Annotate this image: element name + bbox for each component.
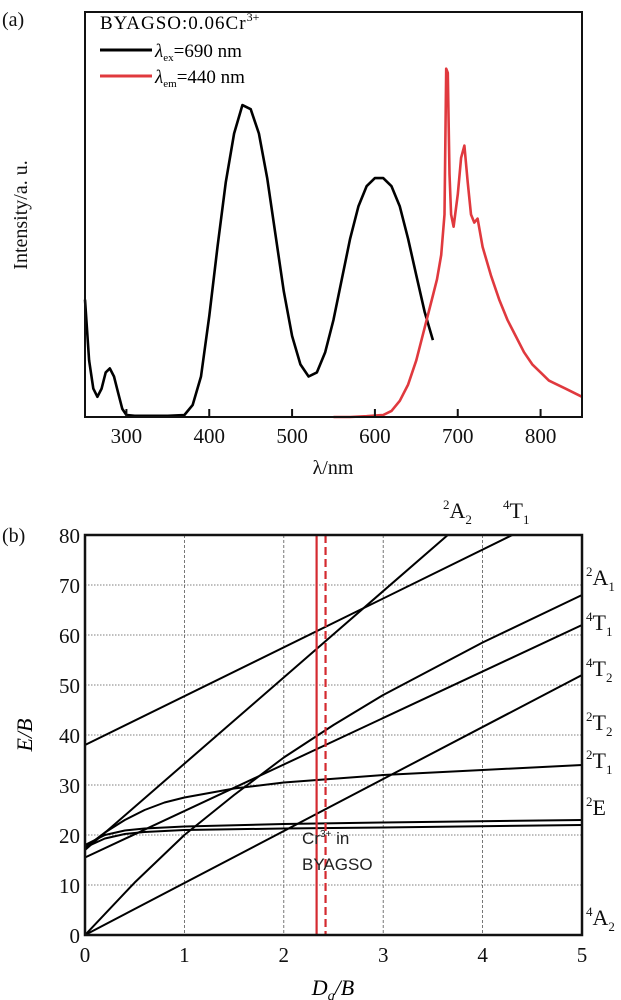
panel-b-markers (315, 535, 327, 935)
y-tick-label: 20 (59, 824, 80, 848)
panel-b-series (84, 534, 583, 936)
panel-a-frame (84, 11, 583, 418)
state-label: 4T1 (503, 497, 529, 527)
y-tick-label: 50 (59, 674, 80, 698)
annotation-line1: Cr3+ in (302, 829, 349, 848)
x-tick-label: 4 (477, 943, 488, 967)
x-tick-label: 600 (359, 424, 391, 448)
y-tick-label: 30 (59, 774, 80, 798)
panel-a-series (83, 67, 583, 419)
panel-a-label: (a) (2, 9, 24, 31)
energy-level-curve (84, 824, 583, 849)
y-tick-label: 80 (59, 524, 80, 548)
state-label: 2A1 (586, 564, 615, 594)
y-tick-label: 40 (59, 724, 80, 748)
energy-level-curve (84, 534, 449, 851)
x-tick-label: 1 (179, 943, 190, 967)
panel-b-grid (85, 535, 582, 935)
state-label: 4A2 (586, 904, 615, 934)
state-label: 2T2 (586, 709, 612, 739)
excitation-spectrum-line (83, 103, 435, 418)
legend-title: BYAGSO:0.06Cr3+ (100, 10, 260, 34)
panel-a-x-label: λ/nm (313, 457, 354, 479)
annotation-line2: BYAGSO (302, 855, 373, 874)
state-labels: 2A1 4T1 4T2 2T2 2T1 2E 4A2 2A2 4T1 (443, 497, 615, 934)
x-tick-label: 5 (577, 943, 588, 967)
x-tick-label: 800 (525, 424, 557, 448)
legend-entry-emission: λem=440 nm (154, 67, 245, 90)
state-label: 4T2 (586, 655, 612, 685)
panel-b-frame (83, 533, 584, 937)
panel-b-label: (b) (2, 525, 25, 547)
y-tick-label: 60 (59, 624, 80, 648)
state-label: 2E (586, 794, 606, 820)
x-tick-label: 700 (442, 424, 474, 448)
y-tick-label: 10 (59, 874, 80, 898)
state-label: 2T1 (586, 747, 612, 777)
y-tick-label: 70 (59, 574, 80, 598)
x-tick-label: 500 (276, 424, 308, 448)
panel-a: (a) 300 400 500 600 700 800 λ/nm Intensity/a.… (2, 9, 583, 479)
panel-a-y-label: Intensity/a. u. (10, 160, 32, 269)
y-tick-label: 0 (70, 924, 81, 948)
panel-a-x-ticks: 300 400 500 600 700 800 (111, 409, 557, 448)
legend: BYAGSO:0.06Cr3+ λex=690 nm λem=440 nm (100, 10, 260, 90)
energy-level-curve (84, 764, 583, 849)
x-tick-label: 2 (279, 943, 290, 967)
energy-level-curve (84, 534, 513, 746)
legend-entry-excitation: λex=690 nm (154, 41, 242, 64)
energy-level-curve (84, 624, 583, 859)
x-tick-label: 400 (194, 424, 226, 448)
panel-b-x-label: Dq/B (311, 975, 354, 1000)
state-label: 2A2 (443, 497, 472, 527)
energy-level-curve (84, 674, 583, 936)
x-tick-label: 3 (378, 943, 389, 967)
panel-b-y-label: E/B (12, 719, 37, 753)
energy-level-curve (84, 819, 583, 846)
energy-level-curve (84, 594, 583, 936)
state-label: 4T1 (586, 609, 612, 639)
x-tick-label: 0 (80, 943, 91, 967)
x-tick-label: 300 (111, 424, 143, 448)
emission-spectrum-line (333, 67, 583, 419)
